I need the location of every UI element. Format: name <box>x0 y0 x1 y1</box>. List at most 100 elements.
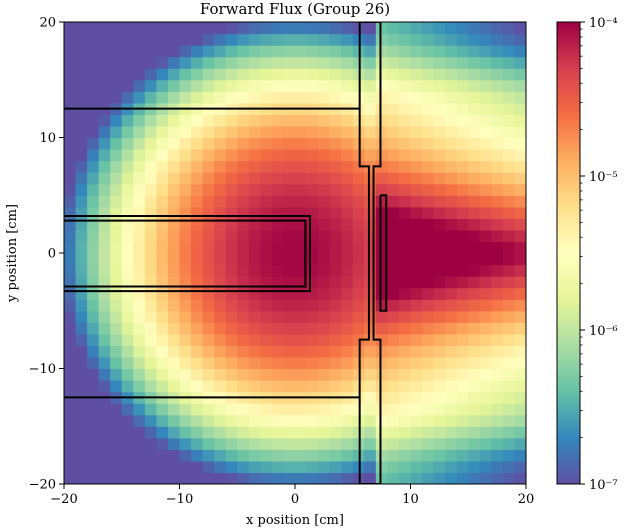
heatmap-cell <box>191 206 204 219</box>
heatmap-cell <box>75 276 88 289</box>
heatmap-cell <box>318 79 331 92</box>
heatmap-cell <box>422 172 435 185</box>
heatmap-cell <box>248 160 261 173</box>
heatmap-cell <box>87 368 100 381</box>
heatmap-cell <box>87 264 100 277</box>
heatmap-cell <box>260 403 273 416</box>
heatmap-cell <box>329 276 342 289</box>
heatmap-cell <box>110 460 123 474</box>
heatmap-cell <box>306 403 319 416</box>
heatmap-cell <box>179 195 192 208</box>
heatmap-cell <box>202 125 215 139</box>
heatmap-cell <box>341 33 354 46</box>
heatmap-cell <box>121 310 134 323</box>
heatmap-cell <box>110 276 123 289</box>
heatmap-cell <box>375 137 388 150</box>
heatmap-cell <box>156 125 169 139</box>
heatmap-cell <box>64 460 77 474</box>
heatmap-cell <box>179 206 192 219</box>
heatmap-cell <box>295 172 308 185</box>
heatmap-cell <box>214 160 227 173</box>
heatmap-cell <box>283 460 296 474</box>
heatmap-cell <box>87 449 100 462</box>
heatmap-cell <box>214 460 227 474</box>
heatmap-cell <box>260 426 273 439</box>
heatmap-cell <box>398 68 412 81</box>
x-tick-label: 10 <box>402 492 419 507</box>
heatmap-cell <box>341 380 354 393</box>
heatmap-cell <box>248 414 261 427</box>
heatmap-cell <box>456 45 469 58</box>
heatmap-cell <box>422 79 435 92</box>
heatmap-cell <box>306 426 319 439</box>
heatmap-cell <box>225 322 238 335</box>
heatmap-cell <box>144 229 157 243</box>
heatmap-cell <box>502 33 516 46</box>
heatmap-cell <box>75 472 88 484</box>
heatmap-cell <box>179 229 192 243</box>
heatmap-cell <box>479 114 492 127</box>
heatmap-cell <box>87 195 100 208</box>
heatmap-cell <box>295 195 308 208</box>
heatmap-cell <box>64 310 77 323</box>
heatmap-cell <box>398 287 412 300</box>
heatmap-cell <box>283 299 296 312</box>
heatmap-cell <box>295 91 308 104</box>
heatmap-cell <box>410 195 423 208</box>
heatmap-cell <box>283 345 296 358</box>
heatmap-cell <box>121 264 134 277</box>
heatmap-cell <box>98 460 111 474</box>
heatmap-cell <box>491 45 504 58</box>
heatmap-cell <box>110 368 123 381</box>
heatmap-cell <box>121 322 134 335</box>
heatmap-cell <box>87 276 100 289</box>
heatmap-cell <box>75 68 88 81</box>
heatmap-cell <box>248 33 261 46</box>
heatmap-cell <box>98 195 111 208</box>
heatmap-cell <box>341 264 354 277</box>
heatmap-cell <box>398 460 412 474</box>
heatmap-cell <box>422 229 435 243</box>
heatmap-cell <box>110 137 123 150</box>
heatmap-cell <box>398 218 412 231</box>
heatmap-cell <box>329 449 342 462</box>
heatmap-cell <box>260 183 273 196</box>
heatmap-cell <box>410 56 423 69</box>
heatmap-cell <box>502 195 516 208</box>
heatmap-cell <box>248 137 261 150</box>
heatmap-cell <box>375 91 388 104</box>
heatmap-cell <box>202 414 215 427</box>
heatmap-cell <box>248 125 261 139</box>
heatmap-cell <box>133 253 146 266</box>
heatmap-cell <box>98 149 111 162</box>
heatmap-cell <box>121 356 134 370</box>
heatmap-cell <box>167 287 181 300</box>
heatmap-cell <box>514 241 526 254</box>
heatmap-cell <box>167 79 181 92</box>
heatmap-cell <box>422 68 435 81</box>
heatmap-cell <box>214 414 227 427</box>
heatmap-cell <box>491 183 504 196</box>
heatmap-cell <box>64 356 77 370</box>
heatmap-cell <box>479 195 492 208</box>
inner-rod-outer-outline <box>64 215 312 293</box>
heatmap-cell <box>75 114 88 127</box>
heatmap-cell <box>191 380 204 393</box>
heatmap-cell <box>87 333 100 346</box>
heatmap-cell <box>514 391 526 404</box>
heatmap-cell <box>214 368 227 381</box>
heatmap-cell <box>295 114 308 127</box>
heatmap-cell <box>410 414 423 427</box>
heatmap-cell <box>64 195 77 208</box>
heatmap-cell <box>364 449 377 462</box>
heatmap-cell <box>514 33 526 46</box>
heatmap-cell <box>110 310 123 323</box>
heatmap-cell <box>433 229 446 243</box>
heatmap-cell <box>144 299 157 312</box>
heatmap-cell <box>271 276 285 289</box>
heatmap-cell <box>295 276 308 289</box>
y-tick-label: 0 <box>48 247 56 262</box>
heatmap-cell <box>445 368 458 381</box>
heatmap-cell <box>167 333 181 346</box>
heatmap-cell <box>179 287 192 300</box>
